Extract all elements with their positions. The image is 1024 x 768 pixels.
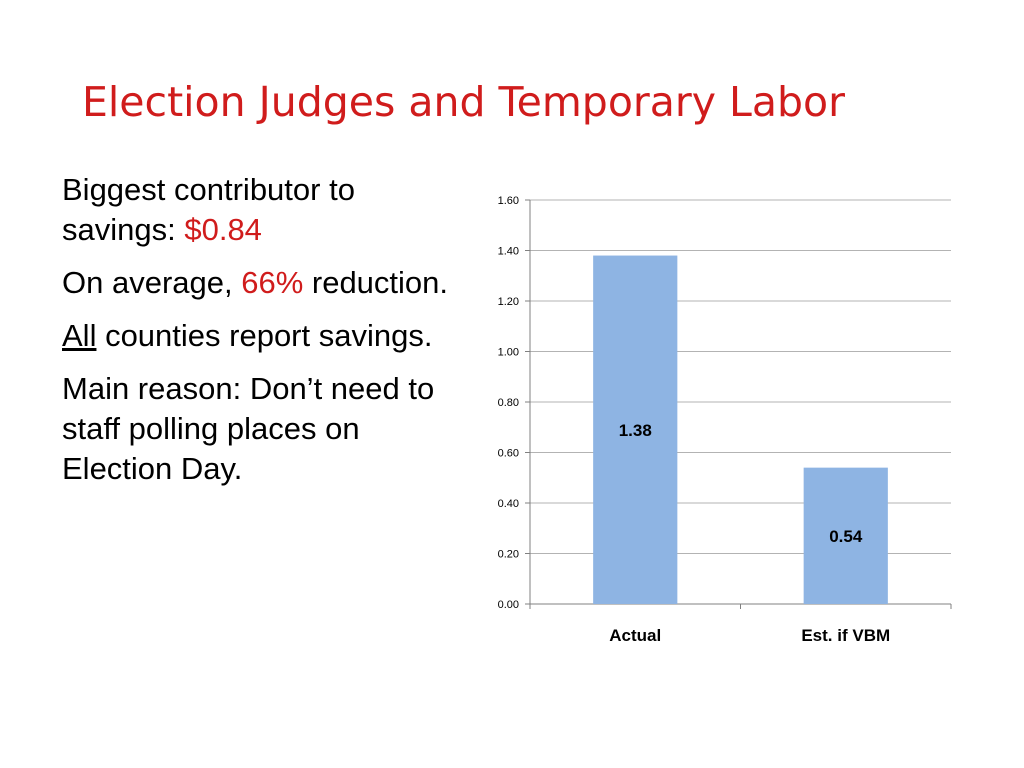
bullet-text: On average, xyxy=(62,265,242,300)
bullet-text: Biggest contributor to savings: xyxy=(62,172,355,247)
bullet-text: 66% xyxy=(241,265,304,300)
y-tick-label: 0.20 xyxy=(498,549,519,561)
y-tick-label: 0.80 xyxy=(498,397,519,409)
y-tick-label: 1.20 xyxy=(498,296,519,308)
bullet-text: Main reason: Don’t need to staff polling… xyxy=(62,371,435,486)
bullet-text: All xyxy=(62,318,97,353)
bullet-item: All counties report savings. xyxy=(62,316,452,356)
x-category-label: Est. if VBM xyxy=(801,626,890,645)
bar xyxy=(803,467,888,604)
bullet-list: Biggest contributor to savings: $0.84 On … xyxy=(62,170,452,502)
y-tick-label: 1.60 xyxy=(498,195,519,207)
y-tick-label: 0.60 xyxy=(498,448,519,460)
bar xyxy=(593,255,678,605)
x-category-label: Actual xyxy=(609,626,661,645)
y-tick-label: 0.00 xyxy=(498,599,519,611)
data-label: 0.54 xyxy=(829,527,863,546)
bullet-text: counties report savings. xyxy=(96,318,433,353)
bar-chart: 0.00 0.20 0.40 0.60 0.80 1.00 1.20 1.40 1.60 1.38… xyxy=(498,195,952,645)
bullet-text: $0.84 xyxy=(184,212,262,247)
bullet-item: On average, 66% reduction. xyxy=(62,263,452,303)
bullet-text: reduction. xyxy=(303,265,449,300)
y-tick-label: 0.40 xyxy=(498,498,519,510)
bullet-item: Biggest contributor to savings: $0.84 xyxy=(62,170,452,250)
y-tick-label: 1.00 xyxy=(498,347,519,359)
y-tick-label: 1.40 xyxy=(498,246,519,258)
data-label: 1.38 xyxy=(619,421,652,440)
bullet-item: Main reason: Don’t need to staff polling… xyxy=(62,369,452,489)
slide-title: Election Judges and Temporary Labor xyxy=(82,78,845,126)
